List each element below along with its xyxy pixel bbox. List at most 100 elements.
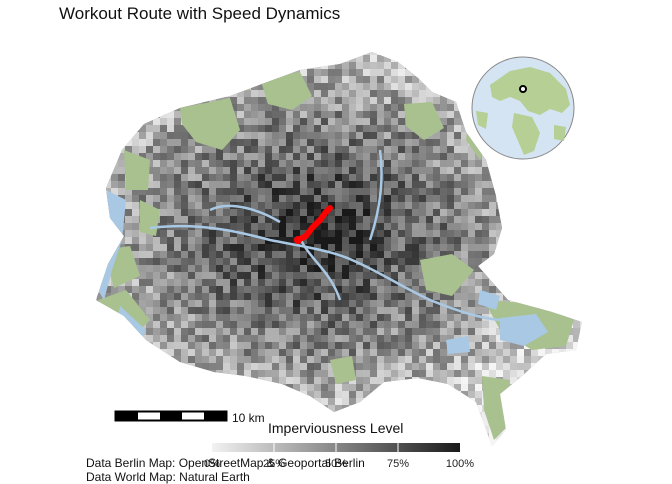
raster-cell [489,363,496,370]
raster-cell [552,174,559,181]
raster-cell [181,97,188,104]
raster-cell [545,209,552,216]
raster-cell [517,342,524,349]
raster-cell [335,104,342,111]
raster-cell [258,258,265,265]
raster-cell [251,251,258,258]
raster-cell [384,377,391,384]
raster-cell [244,314,251,321]
raster-cell [118,335,125,342]
raster-cell [545,181,552,188]
raster-cell [580,426,582,433]
raster-cell [97,258,104,265]
raster-cell [307,202,314,209]
raster-cell [118,384,125,391]
raster-cell [538,202,545,209]
raster-cell [559,244,566,251]
raster-cell [489,52,496,55]
raster-cell [559,349,566,356]
raster-cell [118,363,125,370]
raster-cell [398,209,405,216]
raster-cell [223,335,230,342]
raster-cell [181,160,188,167]
raster-cell [356,244,363,251]
raster-cell [398,286,405,293]
raster-cell [139,356,146,363]
raster-cell [209,384,216,391]
raster-cell [391,384,398,391]
raster-cell [167,398,174,405]
raster-cell [503,440,510,446]
raster-cell [587,48,594,55]
raster-cell [286,279,293,286]
raster-cell [251,195,258,202]
raster-cell [412,314,419,321]
raster-cell [377,293,384,300]
raster-cell [349,272,356,279]
raster-cell [216,286,223,293]
raster-cell [349,349,356,356]
raster-cell [272,314,279,321]
raster-cell [104,83,111,90]
raster-cell [461,328,468,335]
raster-cell [216,195,223,202]
raster-cell [559,391,566,398]
raster-cell [118,377,125,384]
raster-cell [132,377,139,384]
raster-cell [517,356,524,363]
raster-cell [426,223,433,230]
raster-cell [405,328,412,335]
raster-cell [307,405,314,412]
raster-cell [489,167,496,174]
raster-cell [251,349,258,356]
raster-cell [510,279,517,286]
raster-cell [587,90,594,97]
raster-cell [174,349,181,356]
raster-cell [321,76,328,83]
raster-cell [461,356,468,363]
raster-cell [419,195,426,202]
raster-cell [111,349,118,356]
raster-cell [293,195,300,202]
raster-cell [251,209,258,216]
raster-cell [216,426,223,433]
raster-cell [370,76,377,83]
raster-cell [237,363,244,370]
raster-cell [96,181,97,188]
raster-cell [510,426,517,433]
raster-cell [279,52,286,55]
raster-cell [412,62,419,69]
raster-cell [426,342,433,349]
raster-cell [454,433,461,440]
map-title: Workout Route with Speed Dynamics [59,4,341,23]
raster-cell [587,223,594,230]
raster-cell [342,76,349,83]
scale-bar-label: 10 km [232,411,265,425]
raster-cell [335,272,342,279]
raster-cell [356,286,363,293]
raster-cell [244,349,251,356]
raster-cell [272,104,279,111]
raster-cell [321,223,328,230]
raster-cell [286,216,293,223]
raster-cell [328,52,335,55]
raster-cell [510,363,517,370]
raster-cell [314,195,321,202]
raster-cell [580,405,582,412]
raster-cell [139,132,146,139]
raster-cell [307,76,314,83]
raster-cell [209,265,216,272]
raster-cell [96,412,97,419]
raster-cell [510,52,517,55]
raster-cell [265,146,272,153]
raster-cell [433,335,440,342]
raster-cell [328,104,335,111]
raster-cell [279,216,286,223]
raster-cell [258,272,265,279]
raster-cell [146,62,153,69]
raster-cell [132,251,139,258]
raster-cell [391,230,398,237]
raster-cell [258,146,265,153]
raster-cell [167,118,174,125]
raster-cell [265,286,272,293]
